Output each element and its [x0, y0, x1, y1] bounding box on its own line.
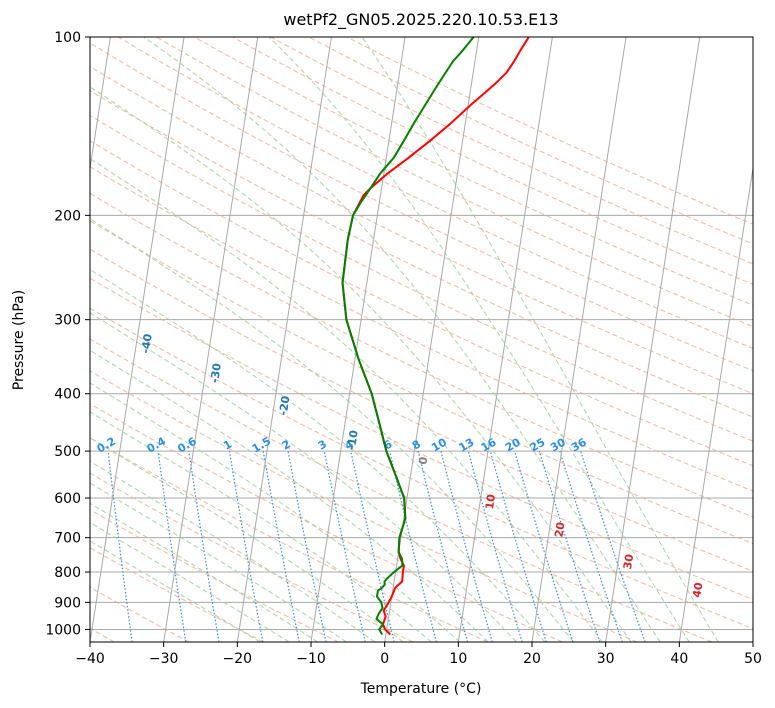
isotherm-label: 40 — [690, 581, 705, 598]
mixing-ratio-line — [389, 450, 438, 642]
y-tick-label: 100 — [54, 30, 81, 46]
isotherm-label: 0 — [416, 456, 430, 466]
dry-adiabat — [90, 90, 753, 418]
isotherm-line — [163, 37, 259, 642]
dry-adiabat — [90, 42, 753, 372]
isotherm-line — [310, 37, 406, 642]
x-tick-label: −30 — [149, 651, 179, 667]
mixing-ratio-line — [188, 451, 220, 642]
moist-adiabat — [143, 37, 661, 642]
dry-adiabat — [194, 37, 753, 306]
y-tick-label: 800 — [54, 565, 81, 581]
x-tick-label: 30 — [597, 651, 615, 667]
isotherm-line — [236, 37, 332, 642]
x-tick-label: −20 — [223, 651, 253, 667]
isotherm-line — [457, 37, 553, 642]
dry-adiabat — [90, 220, 753, 545]
isotherm-line — [605, 37, 701, 642]
y-tick-label: 500 — [54, 444, 81, 460]
moist-adiabat — [90, 268, 546, 642]
moist-adiabat — [268, 37, 690, 642]
x-axis-label: Temperature (°C) — [360, 681, 482, 697]
isotherm-label: 20 — [552, 521, 567, 538]
x-tick-label: 10 — [449, 651, 467, 667]
isotherm-label: -30 — [208, 362, 224, 384]
isotherm-line — [90, 37, 185, 642]
dry-adiabat — [346, 37, 753, 225]
isotherm-line — [531, 37, 627, 642]
isotherms — [90, 37, 753, 642]
y-tick-label: 300 — [54, 313, 81, 329]
dry-adiabat — [90, 338, 712, 642]
dry-adiabat — [308, 37, 753, 245]
dry-adiabats — [90, 37, 753, 642]
dry-adiabat — [90, 509, 339, 642]
mixing-ratio-line — [107, 451, 133, 642]
x-axis: −40 −30 −20 −10 0 10 20 30 40 50 — [75, 642, 762, 667]
y-tick-label: 400 — [54, 387, 81, 403]
moist-adiabat — [361, 37, 719, 642]
mixing-ratio-line — [489, 450, 547, 642]
dry-adiabat — [90, 277, 753, 601]
isotherm-label: -20 — [277, 395, 293, 417]
x-tick-label: 20 — [523, 651, 541, 667]
mixing-ratio-line — [287, 450, 327, 642]
dry-adiabat — [90, 307, 753, 630]
x-tick-label: 40 — [670, 651, 688, 667]
moist-adiabat — [90, 218, 574, 642]
plot-area: 0.10.20.40.611.52346810131620253036-100-… — [90, 37, 753, 642]
isotherm-line — [678, 164, 753, 642]
moist-adiabat — [90, 312, 517, 642]
mixing-ratio-line — [323, 450, 366, 642]
moist-adiabat — [90, 482, 347, 642]
dry-adiabat — [117, 37, 753, 349]
isotherm-label: 10 — [483, 493, 498, 510]
mixing-ratio-lines — [107, 450, 646, 642]
x-tick-label: 0 — [380, 651, 389, 667]
dry-adiabat — [90, 248, 753, 572]
x-tick-label: 50 — [744, 651, 762, 667]
mixing-ratio-line — [467, 450, 523, 642]
mixing-ratio-line — [440, 450, 493, 642]
mixing-ratio-line — [157, 451, 187, 642]
x-tick-label: −10 — [296, 651, 326, 667]
moist-adiabats — [90, 37, 719, 642]
y-axis: 100 200 300 400 500 600 700 800 900 1000 — [45, 30, 90, 638]
moist-adiabat — [90, 86, 632, 642]
dry-adiabat — [90, 166, 753, 492]
moist-adiabat — [90, 460, 376, 642]
dry-adiabat — [156, 37, 753, 328]
y-tick-label: 200 — [54, 208, 81, 224]
x-tick-label: −40 — [75, 651, 105, 667]
isotherm-line — [90, 37, 111, 172]
moist-adiabat — [90, 349, 489, 642]
isotherm-line — [384, 37, 480, 642]
profile-series — [341, 37, 530, 636]
mixing-ratio-line — [580, 450, 646, 642]
isotherm-label: -10 — [345, 429, 361, 451]
moist-adiabat — [90, 382, 461, 642]
mixing-ratio-line — [350, 450, 395, 642]
y-tick-label: 600 — [54, 491, 81, 507]
dry-adiabat — [90, 472, 414, 642]
y-tick-label: 900 — [54, 595, 81, 611]
mixing-ratio-line — [262, 450, 300, 642]
dry-adiabat — [90, 66, 753, 395]
y-tick-label: 1000 — [45, 622, 81, 638]
isotherm-label: -40 — [139, 333, 155, 355]
mixing-ratio-line — [228, 451, 264, 642]
y-axis-label: Pressure (hPa) — [11, 290, 27, 390]
plot-frame — [89, 36, 754, 643]
moist-adiabat — [90, 158, 603, 642]
moist-adiabat — [90, 540, 261, 642]
moist-adiabat — [90, 521, 290, 642]
y-tick-label: 700 — [54, 531, 81, 547]
chart-title: wetPf2_GN05.2025.220.10.53.E13 — [283, 10, 558, 30]
dry-adiabat — [90, 140, 753, 467]
mixing-ratio-line — [417, 450, 469, 642]
isotherm-label: 30 — [621, 553, 636, 570]
dewpoint-profile-line — [341, 37, 475, 636]
